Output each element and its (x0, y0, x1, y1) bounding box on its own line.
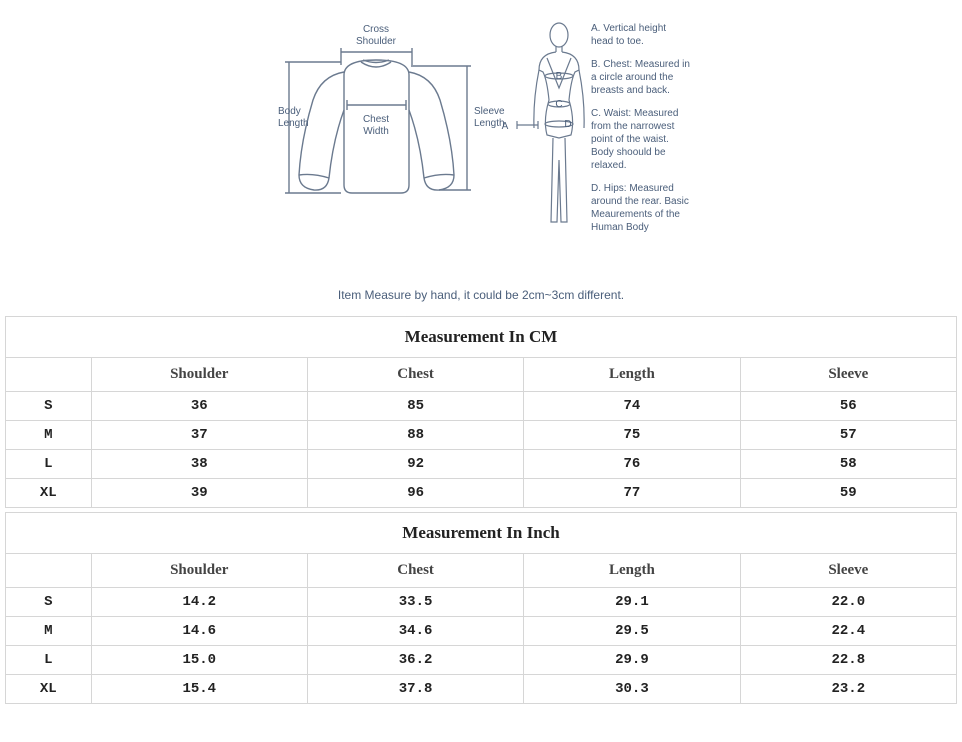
label-cross-shoulder-2: Shoulder (356, 36, 397, 47)
value-cell: 22.0 (740, 588, 956, 617)
table-row: M 37 88 75 57 (6, 421, 957, 450)
label-chest-width-2: Width (363, 126, 389, 137)
table-inch-header-length: Length (524, 554, 740, 588)
size-cell: L (6, 646, 92, 675)
table-row: M 14.6 34.6 29.5 22.4 (6, 617, 957, 646)
value-cell: 34.6 (307, 617, 523, 646)
value-cell: 77 (524, 479, 740, 508)
value-cell: 59 (740, 479, 956, 508)
value-cell: 33.5 (307, 588, 523, 617)
measurement-diagram: Cross Shoulder Body Length Chest Width S… (0, 0, 962, 280)
size-cell: M (6, 617, 92, 646)
table-cm-header-chest: Chest (307, 358, 523, 392)
def-d: D. Hips: Measured around the rear. Basic… (591, 182, 691, 234)
value-cell: 29.1 (524, 588, 740, 617)
table-row: L 15.0 36.2 29.9 22.8 (6, 646, 957, 675)
value-cell: 85 (307, 392, 523, 421)
value-cell: 38 (91, 450, 307, 479)
value-cell: 57 (740, 421, 956, 450)
size-cell: XL (6, 479, 92, 508)
label-body-length-1: Body (278, 106, 301, 117)
value-cell: 74 (524, 392, 740, 421)
value-cell: 92 (307, 450, 523, 479)
value-cell: 75 (524, 421, 740, 450)
measurement-note: Item Measure by hand, it could be 2cm~3c… (0, 288, 962, 302)
label-sleeve-length-1: Sleeve (474, 106, 505, 117)
label-cross-shoulder-1: Cross (363, 24, 389, 35)
body-label-c: C (555, 99, 562, 110)
def-a: A. Vertical height head to toe. (591, 22, 691, 48)
body-label-d: D (564, 119, 571, 130)
table-inch: Measurement In Inch Shoulder Chest Lengt… (5, 512, 957, 704)
value-cell: 36 (91, 392, 307, 421)
value-cell: 14.2 (91, 588, 307, 617)
value-cell: 58 (740, 450, 956, 479)
size-cell: XL (6, 675, 92, 704)
table-inch-header-blank (6, 554, 92, 588)
table-row: XL 15.4 37.8 30.3 23.2 (6, 675, 957, 704)
body-label-b: B (556, 71, 563, 82)
table-cm-header-blank (6, 358, 92, 392)
value-cell: 29.9 (524, 646, 740, 675)
value-cell: 15.0 (91, 646, 307, 675)
label-body-length-2: Length (278, 118, 309, 129)
value-cell: 76 (524, 450, 740, 479)
value-cell: 39 (91, 479, 307, 508)
value-cell: 36.2 (307, 646, 523, 675)
value-cell: 37 (91, 421, 307, 450)
table-row: XL 39 96 77 59 (6, 479, 957, 508)
value-cell: 37.8 (307, 675, 523, 704)
value-cell: 15.4 (91, 675, 307, 704)
value-cell: 96 (307, 479, 523, 508)
def-b: B. Chest: Measured in a circle around th… (591, 58, 691, 97)
value-cell: 56 (740, 392, 956, 421)
value-cell: 22.8 (740, 646, 956, 675)
table-cm-header-length: Length (524, 358, 740, 392)
table-inch-header-chest: Chest (307, 554, 523, 588)
size-cell: M (6, 421, 92, 450)
label-chest-width-1: Chest (363, 114, 389, 125)
value-cell: 23.2 (740, 675, 956, 704)
table-cm-header-shoulder: Shoulder (91, 358, 307, 392)
table-inch-header-sleeve: Sleeve (740, 554, 956, 588)
table-cm-header-sleeve: Sleeve (740, 358, 956, 392)
table-cm: Measurement In CM Shoulder Chest Length … (5, 316, 957, 508)
table-cm-title: Measurement In CM (6, 317, 957, 358)
table-inch-header-shoulder: Shoulder (91, 554, 307, 588)
diagram-svg: Cross Shoulder Body Length Chest Width S… (271, 10, 691, 290)
table-row: L 38 92 76 58 (6, 450, 957, 479)
diagram-svg-container: Cross Shoulder Body Length Chest Width S… (271, 10, 691, 290)
value-cell: 22.4 (740, 617, 956, 646)
value-cell: 88 (307, 421, 523, 450)
value-cell: 30.3 (524, 675, 740, 704)
size-cell: S (6, 392, 92, 421)
value-cell: 29.5 (524, 617, 740, 646)
table-inch-title: Measurement In Inch (6, 513, 957, 554)
def-c: C. Waist: Measured from the narrowest po… (591, 107, 691, 172)
value-cell: 14.6 (91, 617, 307, 646)
label-sleeve-length-2: Length (474, 118, 505, 129)
table-row: S 36 85 74 56 (6, 392, 957, 421)
table-row: S 14.2 33.5 29.1 22.0 (6, 588, 957, 617)
body-label-a: A (502, 121, 509, 132)
size-cell: L (6, 450, 92, 479)
size-cell: S (6, 588, 92, 617)
